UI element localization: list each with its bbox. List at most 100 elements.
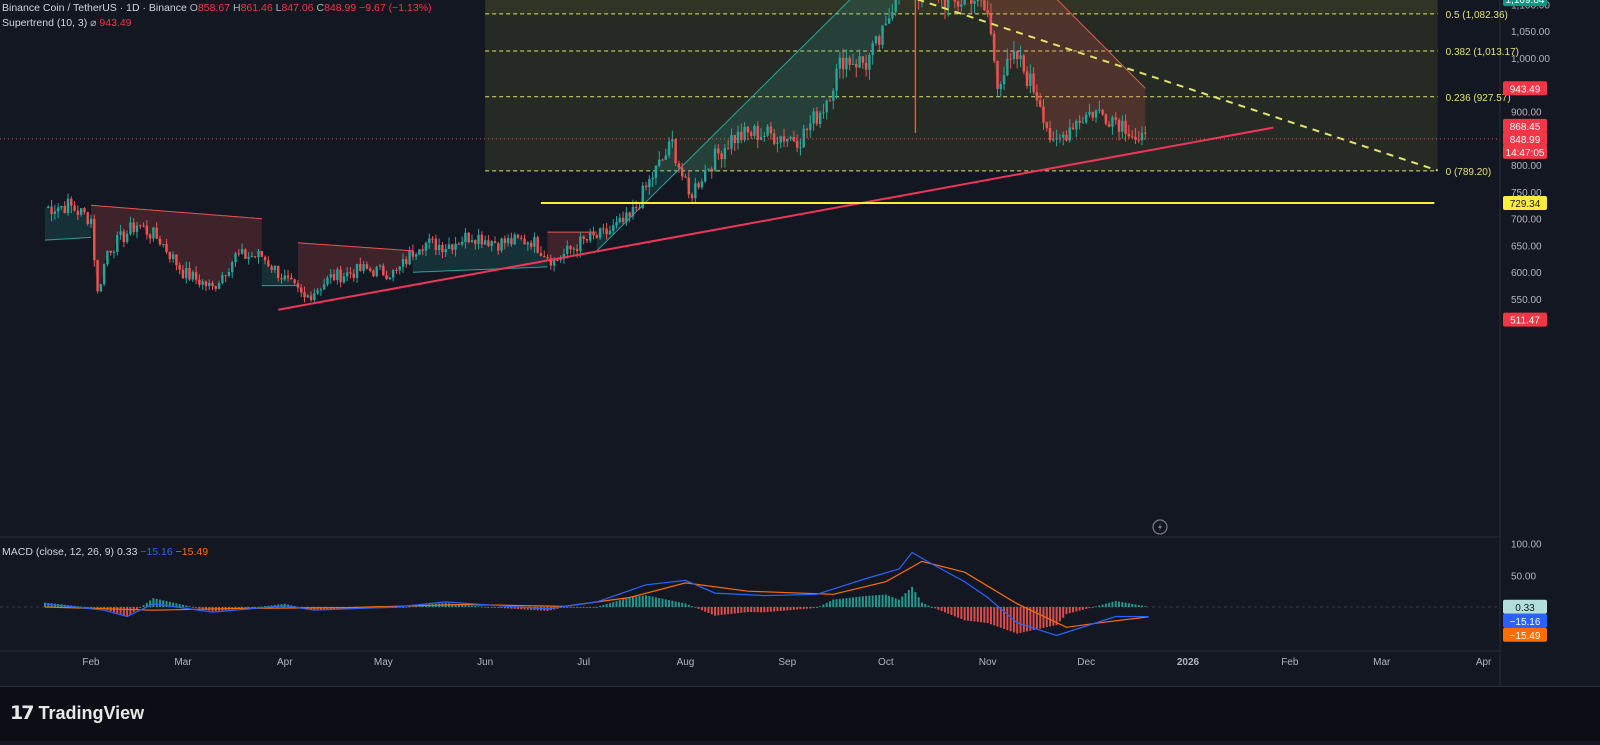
- candle-body: [1062, 135, 1064, 138]
- candle-body: [599, 228, 601, 237]
- candle-body: [435, 239, 437, 250]
- candle-body: [244, 249, 246, 259]
- macd-hist-bar: [622, 599, 624, 607]
- macd-hist-bar: [1019, 607, 1021, 633]
- candle-body: [707, 169, 709, 170]
- macd-hist-bar: [694, 607, 696, 608]
- footer-bar: 17 TradingView: [0, 686, 1600, 741]
- candle-body: [241, 249, 243, 254]
- candle-body: [165, 244, 167, 252]
- macd-hist-bar: [1023, 607, 1025, 632]
- macd-axis-tick: 50.00: [1511, 571, 1536, 582]
- macd-hist-bar: [661, 599, 663, 607]
- candle-body: [881, 25, 883, 44]
- candle-body: [57, 207, 59, 211]
- candle-body: [852, 64, 854, 65]
- candle-body: [146, 226, 148, 235]
- lightning-bolt-icon: [1158, 523, 1162, 531]
- macd-hist-bar: [159, 600, 161, 607]
- macd-hist-bar: [609, 603, 611, 607]
- macd-hist-bar: [1065, 607, 1067, 614]
- candle-body: [90, 219, 92, 224]
- macd-hist-bar: [872, 595, 874, 607]
- candle-body: [822, 112, 824, 113]
- candle-body: [136, 225, 138, 232]
- candle-body: [858, 56, 860, 67]
- macd-hist-bar: [645, 595, 647, 607]
- macd-hist-bar: [1138, 605, 1140, 607]
- macd-hist-bar: [717, 607, 719, 615]
- macd-legend[interactable]: MACD (close, 12, 26, 9) 0.33 −15.16 −15.…: [2, 546, 208, 558]
- time-axis-tick: Mar: [1373, 657, 1391, 668]
- tradingview-logo[interactable]: 17 TradingView: [10, 702, 144, 724]
- macd-label: MACD (close, 12, 26, 9): [2, 546, 114, 558]
- macd-hist-bar: [934, 607, 936, 608]
- macd-hist-bar: [152, 598, 154, 607]
- candle-body: [803, 129, 805, 148]
- macd-hist-bar: [635, 596, 637, 607]
- macd-hist-bar: [895, 598, 897, 607]
- macd-hist-bar: [684, 603, 686, 607]
- macd-hist-bar: [862, 596, 864, 607]
- macd-hist-bar: [1088, 607, 1090, 608]
- macd-hist-bar: [974, 607, 976, 621]
- candle-body: [615, 222, 617, 225]
- macd-hist-bar: [599, 606, 601, 607]
- candle-body: [247, 257, 249, 259]
- macd-hist-bar: [901, 596, 903, 607]
- candle-body: [149, 234, 151, 238]
- candle-body: [366, 264, 368, 269]
- candle-body: [280, 278, 282, 279]
- candle-body: [445, 249, 447, 252]
- candle-body: [638, 207, 640, 208]
- macd-hist-bar: [93, 607, 95, 608]
- candle-body: [497, 243, 499, 250]
- macd-hist-bar: [868, 596, 870, 607]
- candle-body: [87, 212, 89, 224]
- candle-body: [780, 136, 782, 142]
- candle-body: [661, 160, 663, 161]
- candle-body: [582, 236, 584, 239]
- macd-hist-bar: [481, 607, 483, 608]
- candle-body: [182, 270, 184, 278]
- supertrend-down-2-fill: [298, 243, 413, 300]
- candle-body: [757, 126, 759, 140]
- macd-hist-bar: [1075, 607, 1077, 612]
- candle-body: [142, 225, 144, 226]
- macd-hist-bar: [905, 593, 907, 607]
- macd-hist-bar: [760, 607, 762, 612]
- price-badge: 868.45: [1503, 119, 1547, 133]
- macd-hist-bar: [1049, 607, 1051, 627]
- candle-body: [1000, 84, 1002, 89]
- macd-hist-bar: [701, 607, 703, 610]
- macd-hist-bar: [980, 607, 982, 622]
- candle-body: [527, 243, 529, 245]
- price-axis-tick: 1,050.00: [1511, 27, 1550, 38]
- candle-body: [333, 274, 335, 280]
- macd-hist-bar: [822, 605, 824, 607]
- candle-body: [1032, 74, 1034, 93]
- tradingview-logo-text: TradingView: [38, 703, 144, 724]
- candle-body: [1075, 121, 1077, 130]
- candle-body: [533, 237, 535, 247]
- macd-hist-bar: [944, 607, 946, 612]
- candle-body: [100, 284, 102, 291]
- candle-body: [326, 278, 328, 285]
- symbol-legend[interactable]: Binance Coin / TetherUS · 1D · Binance O…: [2, 2, 432, 14]
- candle-body: [461, 242, 463, 244]
- macd-hist-bar: [911, 587, 913, 607]
- high-value: 861.46: [241, 2, 273, 14]
- macd-hist-bar: [1098, 606, 1100, 607]
- macd-hist-bar: [914, 592, 916, 607]
- candle-body: [609, 231, 611, 234]
- supertrend-legend[interactable]: Supertrend (10, 3) ⌀ 943.49: [2, 17, 132, 29]
- macd-hist-bar: [143, 605, 145, 607]
- candle-body: [1036, 92, 1038, 100]
- macd-hist-bar: [681, 603, 683, 607]
- candle-body: [408, 251, 410, 264]
- time-axis-tick: Jul: [577, 657, 590, 668]
- candle-body: [671, 139, 673, 141]
- candle-body: [1006, 59, 1008, 75]
- time-axis-tick: 2026: [1177, 657, 1200, 668]
